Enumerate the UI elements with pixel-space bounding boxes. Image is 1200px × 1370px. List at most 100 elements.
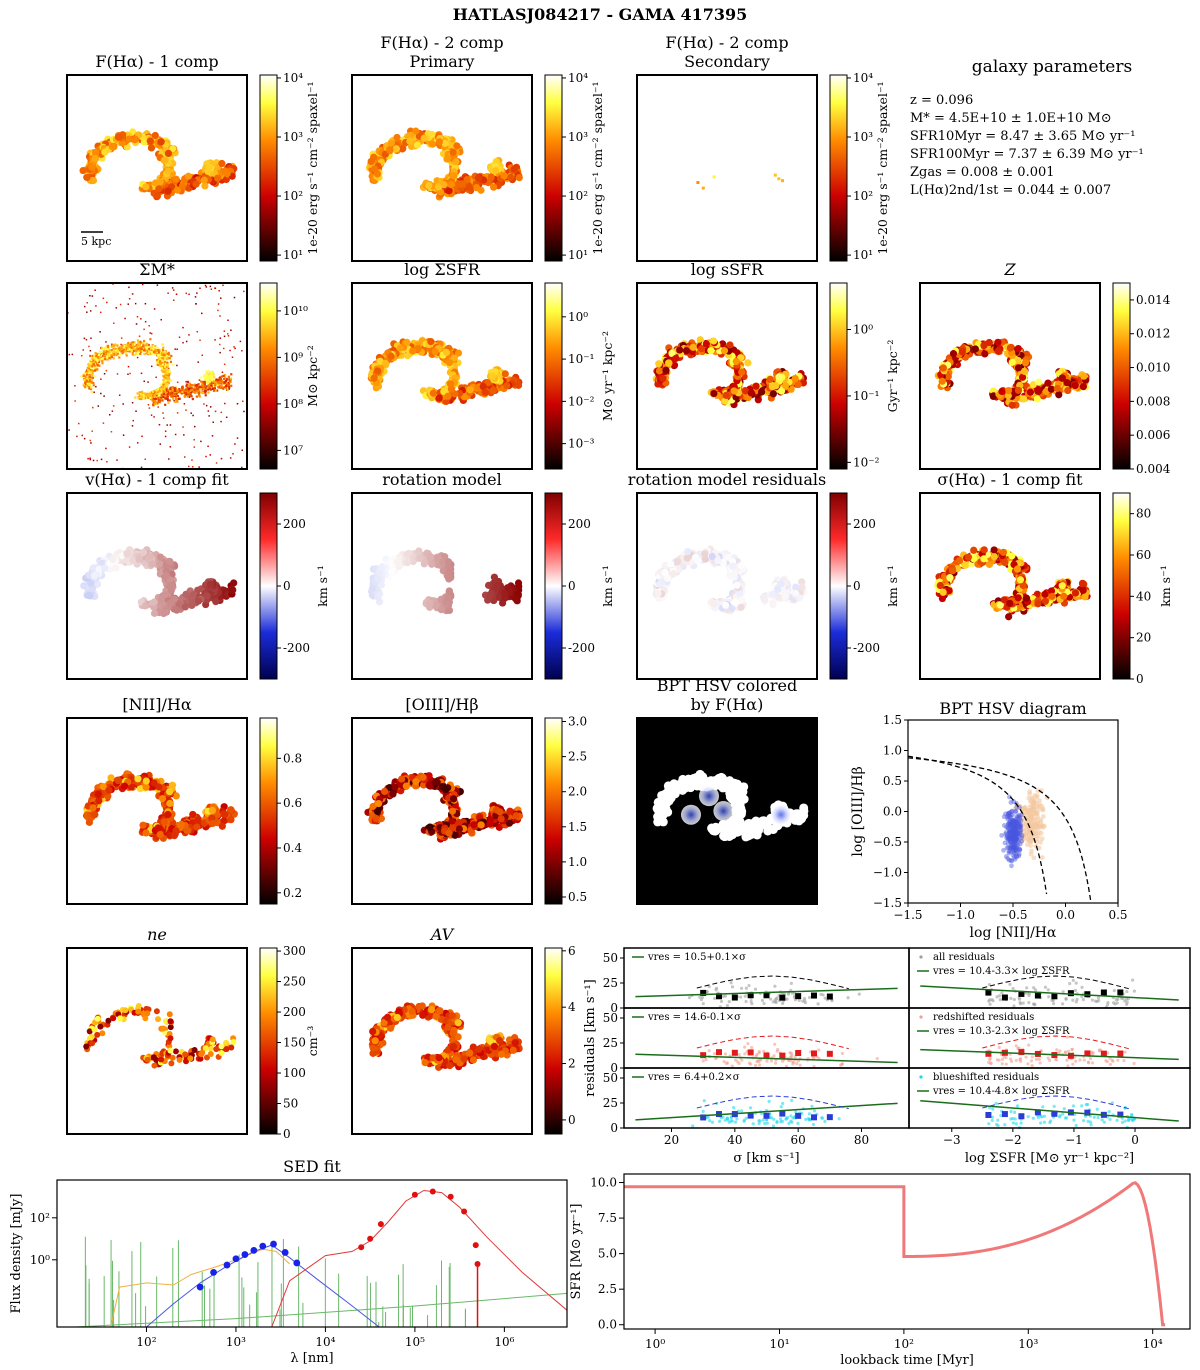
stellar-pixel bbox=[88, 377, 91, 381]
noise-pixel bbox=[223, 335, 226, 338]
noise-pixel bbox=[176, 381, 179, 384]
spaxel bbox=[114, 133, 123, 141]
spaxel bbox=[123, 556, 131, 564]
stellar-pixel bbox=[221, 381, 224, 384]
stellar-pixel bbox=[160, 398, 163, 401]
spaxel bbox=[444, 154, 452, 163]
noise-pixel bbox=[236, 437, 239, 439]
spaxel bbox=[373, 170, 381, 178]
spaxel bbox=[766, 375, 774, 383]
spaxel bbox=[404, 352, 412, 360]
stellar-pixel bbox=[92, 359, 95, 362]
stellar-pixel bbox=[212, 389, 216, 392]
stellar-pixel bbox=[163, 367, 166, 370]
noise-pixel bbox=[201, 312, 203, 315]
noise-pixel bbox=[207, 410, 210, 412]
stellar-pixel bbox=[159, 355, 162, 358]
stellar-pixel bbox=[85, 386, 88, 389]
map-title: Primary bbox=[410, 52, 475, 71]
noise-pixel bbox=[182, 326, 184, 329]
spaxel bbox=[710, 337, 718, 345]
stellar-pixel bbox=[92, 384, 95, 387]
stellar-pixel bbox=[133, 354, 136, 357]
noise-pixel bbox=[219, 337, 222, 339]
noise-pixel bbox=[222, 284, 224, 287]
stellar-pixel bbox=[215, 383, 219, 386]
stellar-pixel bbox=[107, 354, 110, 357]
stellar-pixel bbox=[165, 377, 168, 381]
stellar-pixel bbox=[166, 397, 169, 400]
noise-pixel bbox=[103, 372, 106, 375]
noise-pixel bbox=[119, 303, 122, 306]
noise-pixel bbox=[150, 365, 153, 368]
spaxel bbox=[1034, 387, 1042, 395]
stellar-pixel bbox=[139, 350, 142, 353]
spaxel bbox=[985, 338, 993, 347]
stellar-pixel bbox=[205, 381, 208, 384]
stellar-pixel bbox=[178, 387, 181, 391]
colorbar-label: 1e-20 erg s⁻¹ cm⁻² spaxel⁻¹ bbox=[305, 81, 320, 254]
spaxel bbox=[370, 374, 378, 382]
colorbar bbox=[544, 282, 563, 470]
stellar-pixel bbox=[163, 360, 167, 363]
stellar-pixel bbox=[159, 364, 162, 367]
stellar-pixel bbox=[142, 339, 146, 343]
stellar-pixel bbox=[171, 395, 174, 398]
noise-pixel bbox=[175, 293, 178, 296]
stellar-pixel bbox=[92, 363, 95, 366]
stellar-pixel bbox=[194, 384, 197, 387]
colorbar-tick-label: 10⁴ bbox=[853, 71, 873, 85]
stellar-pixel bbox=[98, 351, 102, 354]
stellar-pixel bbox=[173, 387, 176, 390]
stellar-pixel bbox=[150, 350, 153, 354]
noise-pixel bbox=[209, 285, 212, 288]
stellar-pixel bbox=[82, 383, 85, 386]
spaxel bbox=[168, 145, 177, 153]
map-frame bbox=[636, 282, 818, 470]
spaxel bbox=[752, 382, 760, 390]
stellar-pixel bbox=[96, 359, 99, 362]
spaxel bbox=[450, 354, 458, 362]
stellar-pixel bbox=[198, 390, 201, 393]
noise-pixel bbox=[220, 420, 222, 423]
stellar-pixel bbox=[183, 393, 187, 396]
stellar-pixel bbox=[204, 379, 207, 382]
stellar-pixel bbox=[203, 380, 206, 383]
colorbar-label: M⊙ yr⁻¹ kpc⁻² bbox=[600, 331, 615, 421]
stellar-pixel bbox=[165, 355, 168, 359]
noise-pixel bbox=[112, 405, 115, 407]
stellar-pixel bbox=[90, 361, 93, 364]
stellar-pixel bbox=[198, 392, 201, 395]
noise-pixel bbox=[227, 319, 229, 322]
stellar-pixel bbox=[204, 389, 207, 392]
scale-bar-label: 5 kpc bbox=[81, 235, 111, 248]
noise-pixel bbox=[88, 388, 91, 390]
stellar-pixel bbox=[164, 379, 167, 382]
stellar-pixel bbox=[132, 349, 135, 353]
stellar-pixel bbox=[217, 383, 220, 386]
stellar-pixel bbox=[97, 360, 101, 364]
stellar-pixel bbox=[123, 346, 126, 349]
spaxel bbox=[794, 380, 802, 389]
spaxel bbox=[435, 394, 443, 402]
stellar-pixel bbox=[197, 383, 200, 386]
spaxel bbox=[484, 378, 492, 387]
map-frame bbox=[351, 282, 533, 470]
stellar-pixel bbox=[208, 372, 211, 375]
noise-pixel bbox=[228, 388, 230, 390]
noise-pixel bbox=[196, 330, 199, 333]
stellar-pixel bbox=[168, 356, 171, 360]
colorbar-tick-label: 10⁻¹ bbox=[853, 389, 879, 403]
spaxel bbox=[146, 137, 154, 145]
stellar-pixel bbox=[142, 349, 146, 352]
spaxel bbox=[698, 345, 706, 353]
spaxel bbox=[1047, 385, 1055, 393]
stellar-pixel bbox=[84, 381, 87, 384]
stellar-pixel bbox=[160, 355, 163, 359]
noise-pixel bbox=[231, 356, 234, 359]
stellar-pixel bbox=[130, 341, 133, 344]
stellar-pixel bbox=[88, 375, 91, 378]
spaxel bbox=[406, 137, 414, 145]
stellar-pixel bbox=[86, 375, 90, 378]
